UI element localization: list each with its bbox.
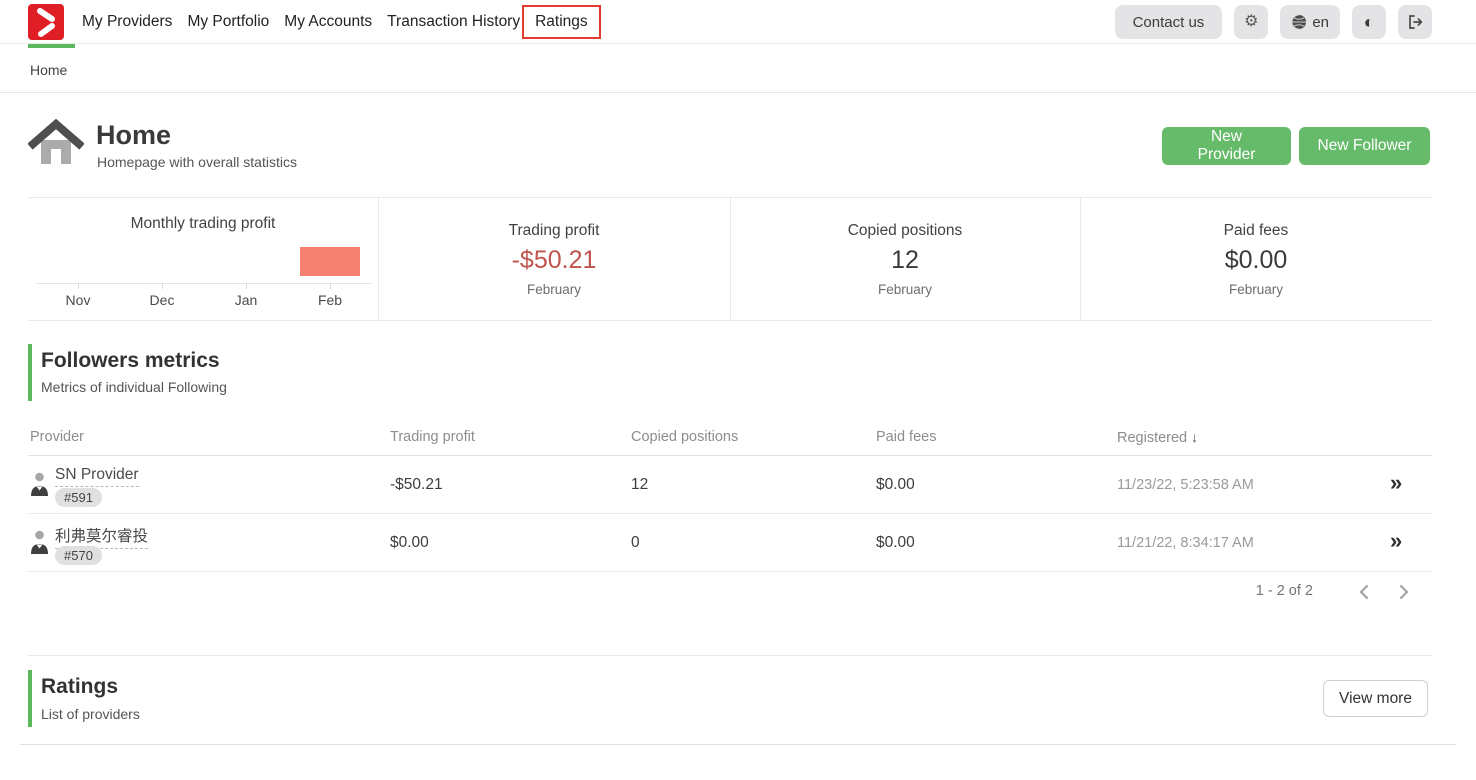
person-icon xyxy=(31,472,48,496)
breadcrumb-divider xyxy=(0,92,1476,93)
cell-copied-positions: 0 xyxy=(631,534,640,551)
chevron-right-icon xyxy=(1399,585,1408,599)
provider-id-badge: #591 xyxy=(55,488,102,507)
column-header-trading-profit[interactable]: Trading profit xyxy=(390,429,475,445)
sort-desc-icon: ↓ xyxy=(1191,429,1199,445)
followers-section-accent xyxy=(28,344,32,401)
stat-period: February xyxy=(1228,282,1284,297)
stat-value: -$50.21 xyxy=(511,246,597,274)
nav-item-my-providers[interactable]: My Providers xyxy=(82,13,173,30)
logout-button[interactable] xyxy=(1398,5,1432,39)
ratings-section-title: Ratings xyxy=(41,675,119,698)
ratings-section-accent xyxy=(28,670,32,727)
new-follower-button[interactable]: New Follower xyxy=(1299,127,1430,165)
stats-divider-2 xyxy=(730,197,731,320)
pagination-next-button[interactable] xyxy=(1391,580,1417,604)
column-header-paid-fees[interactable]: Paid fees xyxy=(876,429,937,445)
theme-toggle-button[interactable]: ◐ xyxy=(1352,5,1386,39)
stat-label: Paid fees xyxy=(1223,222,1289,239)
stats-bottom-border xyxy=(28,320,1432,321)
nav-item-my-portfolio[interactable]: My Portfolio xyxy=(187,13,270,30)
stat-card-trading-profit: Trading profit -$50.21 February xyxy=(378,197,730,320)
page-title: Home xyxy=(96,120,172,150)
column-header-registered[interactable]: Registered ↓ xyxy=(1117,429,1199,446)
provider-name-link[interactable]: 利弗莫尔睿投 xyxy=(55,524,149,549)
contact-us-button[interactable]: Contact us xyxy=(1114,5,1223,39)
stat-value: $0.00 xyxy=(1224,246,1288,274)
stat-value: 12 xyxy=(891,246,919,274)
footer-divider xyxy=(20,744,1456,745)
home-icon xyxy=(28,118,84,164)
provider-id-badge: #570 xyxy=(55,546,102,565)
pagination-prev-button[interactable] xyxy=(1350,580,1376,604)
cell-paid-fees: $0.00 xyxy=(876,476,915,493)
language-label: en xyxy=(1312,13,1329,31)
nav-actions: Contact us ⚙ en ◐ xyxy=(1114,5,1432,39)
cell-registered: 11/21/22, 8:34:17 AM xyxy=(1117,535,1254,551)
new-provider-button[interactable]: New Provider xyxy=(1162,127,1291,165)
person-icon xyxy=(31,530,48,554)
followers-table-header: Provider Trading profit Copied positions… xyxy=(28,417,1432,456)
mini-chart-title: Monthly trading profit xyxy=(130,215,276,232)
table-row[interactable]: SN Provider #591 -$50.21 12 $0.00 11/23/… xyxy=(28,456,1432,514)
row-expand-icon[interactable]: » xyxy=(1390,470,1402,495)
stat-label: Trading profit xyxy=(508,222,600,239)
mini-chart-tick xyxy=(78,283,79,289)
view-more-button[interactable]: View more xyxy=(1323,680,1428,717)
logout-icon xyxy=(1409,15,1423,29)
stat-card-paid-fees: Paid fees $0.00 February xyxy=(1080,197,1432,320)
pagination-range: 1 - 2 of 2 xyxy=(1255,583,1313,599)
mini-chart-tick xyxy=(330,283,331,289)
logo-arrow-icon xyxy=(37,8,55,37)
chevron-left-icon xyxy=(1359,585,1368,599)
mini-chart: Nov Dec Jan Feb xyxy=(36,205,372,315)
cell-registered: 11/23/22, 5:23:58 AM xyxy=(1117,477,1254,493)
language-button[interactable]: en xyxy=(1280,5,1340,39)
top-navbar: My Providers My Portfolio My Accounts Tr… xyxy=(0,0,1476,44)
mini-chart-tick xyxy=(246,283,247,289)
cell-copied-positions: 12 xyxy=(631,476,649,493)
stat-card-copied-positions: Copied positions 12 February xyxy=(730,197,1080,320)
gear-icon: ⚙ xyxy=(1244,13,1259,30)
stats-divider-1 xyxy=(378,197,379,320)
cell-paid-fees: $0.00 xyxy=(876,534,915,551)
mini-chart-tick-label: Feb xyxy=(317,292,343,308)
mini-chart-tick-label: Jan xyxy=(234,292,258,308)
stat-period: February xyxy=(526,282,582,297)
app-logo[interactable] xyxy=(28,4,64,40)
page-subtitle: Homepage with overall statistics xyxy=(97,154,297,170)
mini-chart-tick xyxy=(162,283,163,289)
nav-item-my-accounts[interactable]: My Accounts xyxy=(284,13,373,30)
followers-section-title: Followers metrics xyxy=(41,349,220,372)
followers-section-subtitle: Metrics of individual Following xyxy=(41,379,227,395)
contrast-icon: ◐ xyxy=(1363,12,1375,32)
mini-chart-tick-label: Dec xyxy=(149,292,175,308)
cell-trading-profit: $0.00 xyxy=(390,534,429,551)
nav-item-transaction-history[interactable]: Transaction History xyxy=(387,13,521,30)
cell-trading-profit: -$50.21 xyxy=(390,476,443,493)
nav-item-ratings[interactable]: Ratings xyxy=(522,5,601,39)
ratings-section-subtitle: List of providers xyxy=(41,706,140,722)
ratings-top-divider xyxy=(28,655,1432,656)
stat-period: February xyxy=(877,282,933,297)
stat-label: Copied positions xyxy=(847,222,963,239)
breadcrumb[interactable]: Home xyxy=(30,62,68,78)
mini-chart-bar xyxy=(300,247,360,276)
provider-name-link[interactable]: SN Provider xyxy=(55,466,139,487)
settings-button[interactable]: ⚙ xyxy=(1234,5,1269,39)
mini-chart-tick-label: Nov xyxy=(65,292,91,308)
mini-chart-axis xyxy=(36,283,372,284)
active-section-indicator xyxy=(28,44,75,48)
row-expand-icon[interactable]: » xyxy=(1390,528,1402,553)
globe-icon xyxy=(1291,14,1307,30)
stats-divider-3 xyxy=(1080,197,1081,320)
column-header-provider[interactable]: Provider xyxy=(30,429,84,445)
table-row[interactable]: 利弗莫尔睿投 #570 $0.00 0 $0.00 11/21/22, 8:34… xyxy=(28,514,1432,572)
main-nav: My Providers My Portfolio My Accounts Tr… xyxy=(82,0,601,44)
column-header-copied-positions[interactable]: Copied positions xyxy=(631,429,739,445)
